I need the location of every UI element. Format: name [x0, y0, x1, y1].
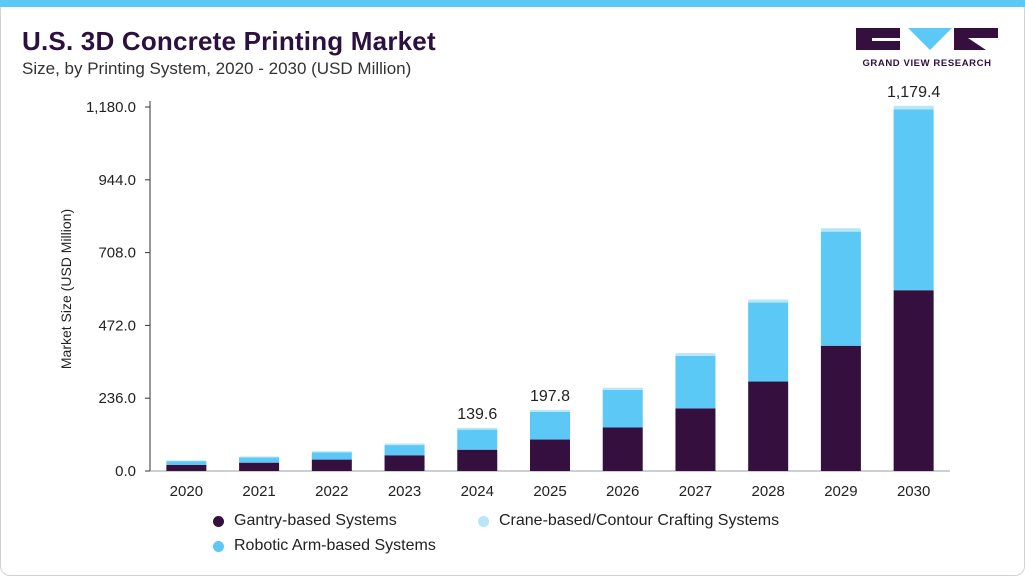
- grand-view-research-logo-icon: [856, 28, 998, 50]
- accent-bar: [0, 0, 1025, 7]
- chart-subtitle: Size, by Printing System, 2020 - 2030 (U…: [22, 59, 412, 78]
- y-tick-label: 1,180.0: [86, 99, 136, 116]
- bar-segment: [311, 452, 352, 460]
- bar-segment: [457, 449, 498, 471]
- bar-segment: [675, 353, 716, 356]
- bar-segment: [166, 464, 207, 471]
- bar-segment: [893, 109, 934, 291]
- bar-segment: [239, 456, 280, 458]
- x-tick-label: 2021: [242, 483, 275, 500]
- y-axis-label: Market Size (USD Million): [58, 209, 74, 369]
- y-tick-label: 236.0: [98, 390, 136, 407]
- x-tick-label: 2025: [533, 483, 566, 500]
- bar-segment: [457, 429, 498, 450]
- y-tick-label: 472.0: [98, 317, 136, 334]
- x-tick-label: 2024: [461, 483, 494, 500]
- chart-title: U.S. 3D Concrete Printing Market: [22, 26, 436, 56]
- y-tick-label: 0.0: [115, 463, 136, 480]
- bar-segment: [675, 408, 716, 471]
- x-tick-label: 2026: [606, 483, 639, 500]
- bar-segment: [384, 445, 425, 456]
- x-tick-label: 2028: [751, 483, 784, 500]
- x-tick-label: 2030: [897, 483, 930, 500]
- bar-segment: [311, 459, 352, 471]
- bar-segment: [384, 443, 425, 446]
- bar-segment: [820, 231, 861, 346]
- bar-segment: [820, 228, 861, 232]
- bar-segment: [893, 105, 934, 110]
- bar-segment: [530, 409, 570, 412]
- bar-segment: [239, 457, 280, 463]
- x-tick-label: 2027: [679, 483, 712, 500]
- y-tick-label: 944.0: [98, 172, 136, 189]
- x-tick-label: 2022: [315, 483, 348, 500]
- bar-segment: [602, 387, 643, 390]
- bar-segment: [311, 451, 352, 453]
- bar-segment: [166, 460, 207, 462]
- logo-text: GRAND VIEW RESEARCH: [862, 58, 992, 69]
- bar-segment: [748, 302, 789, 382]
- bar-segment: [239, 462, 280, 471]
- x-tick-label: 2023: [388, 483, 421, 500]
- data-label: 139.6: [457, 406, 497, 423]
- bar-segment: [530, 411, 570, 440]
- bar-segment: [530, 439, 570, 471]
- data-label: 197.8: [530, 388, 570, 405]
- bar-segment: [748, 381, 789, 471]
- bar-segment: [820, 345, 861, 471]
- bar-segment: [602, 389, 643, 428]
- data-label: 1,179.4: [887, 84, 940, 101]
- x-tick-label: 2029: [824, 483, 857, 500]
- bar-segment: [748, 299, 789, 303]
- y-tick-label: 708.0: [98, 245, 136, 262]
- bar-segment: [675, 355, 716, 409]
- bar-segment: [602, 427, 643, 471]
- x-tick-label: 2020: [170, 483, 203, 500]
- bar-segment: [457, 427, 498, 430]
- bar-segment: [893, 290, 934, 471]
- bar-segment: [166, 461, 207, 465]
- bar-segment: [384, 455, 425, 471]
